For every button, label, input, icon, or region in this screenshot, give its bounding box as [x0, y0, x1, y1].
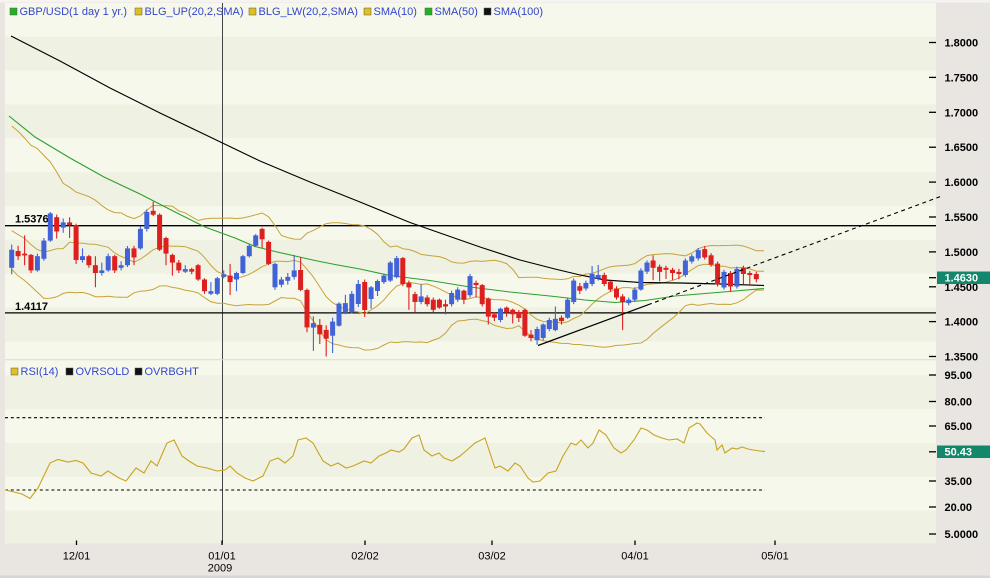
svg-text:1.4500: 1.4500 [945, 282, 979, 294]
svg-text:1.4000: 1.4000 [945, 317, 979, 329]
svg-text:1.8000: 1.8000 [945, 38, 979, 50]
svg-text:01/01: 01/01 [208, 551, 236, 563]
svg-text:1.3500: 1.3500 [945, 352, 979, 364]
svg-text:1.5376: 1.5376 [15, 214, 49, 226]
svg-text:03/02: 03/02 [478, 551, 506, 563]
svg-text:SMA(10): SMA(10) [374, 6, 417, 18]
svg-text:95.00: 95.00 [945, 370, 973, 382]
svg-text:20.00: 20.00 [945, 502, 973, 514]
svg-text:1.6000: 1.6000 [945, 177, 979, 189]
svg-text:80.00: 80.00 [945, 397, 973, 409]
svg-text:2009: 2009 [208, 563, 232, 575]
svg-text:1.6500: 1.6500 [945, 142, 979, 154]
svg-text:1.7500: 1.7500 [945, 72, 979, 84]
svg-text:35.00: 35.00 [945, 476, 973, 488]
svg-text:SMA(100): SMA(100) [494, 6, 544, 18]
svg-text:1.4117: 1.4117 [15, 301, 48, 313]
svg-text:GBP/USD(1 day 1 yr.): GBP/USD(1 day 1 yr.) [20, 6, 128, 18]
svg-text:BLG_UP(20,2,SMA): BLG_UP(20,2,SMA) [145, 6, 244, 18]
svg-text:OVRSOLD: OVRSOLD [76, 366, 130, 378]
svg-text:1.4630: 1.4630 [945, 273, 979, 285]
svg-text:RSI(14): RSI(14) [21, 366, 59, 378]
svg-text:1.5000: 1.5000 [945, 247, 979, 259]
svg-text:65.00: 65.00 [945, 421, 973, 433]
svg-text:05/01: 05/01 [761, 551, 789, 563]
svg-text:5.0000: 5.0000 [945, 529, 979, 541]
svg-text:OVRBGHT: OVRBGHT [145, 366, 200, 378]
svg-text:02/02: 02/02 [351, 551, 379, 563]
svg-text:04/01: 04/01 [621, 551, 649, 563]
svg-text:1.7000: 1.7000 [945, 107, 979, 119]
svg-text:1.5500: 1.5500 [945, 212, 979, 224]
svg-text:SMA(50): SMA(50) [435, 6, 478, 18]
svg-text:50.43: 50.43 [945, 447, 973, 459]
svg-text:12/01: 12/01 [63, 551, 91, 563]
svg-text:BLG_LW(20,2,SMA): BLG_LW(20,2,SMA) [259, 6, 358, 18]
